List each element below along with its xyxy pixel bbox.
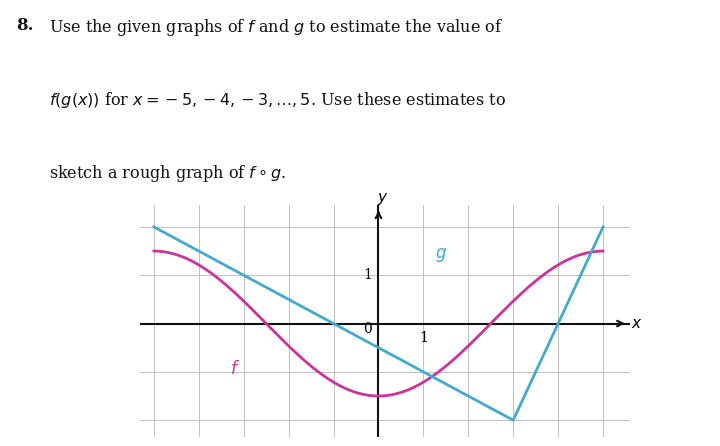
Text: sketch a rough graph of $f \circ g$.: sketch a rough graph of $f \circ g$.	[49, 163, 287, 184]
Text: $f(g(x))$ for $x = -5, -4, -3, \ldots, 5$. Use these estimates to: $f(g(x))$ for $x = -5, -4, -3, \ldots, 5…	[49, 90, 506, 110]
Text: $g$: $g$	[435, 246, 446, 264]
Text: Use the given graphs of $f$ and $g$ to estimate the value of: Use the given graphs of $f$ and $g$ to e…	[49, 17, 503, 38]
Text: 8.: 8.	[16, 17, 33, 34]
Text: $f$: $f$	[230, 360, 240, 378]
Text: 0: 0	[363, 322, 372, 336]
Text: $y$: $y$	[377, 190, 389, 206]
Text: 1: 1	[419, 331, 428, 345]
Text: 1: 1	[364, 268, 373, 282]
Text: $x$: $x$	[631, 317, 642, 330]
